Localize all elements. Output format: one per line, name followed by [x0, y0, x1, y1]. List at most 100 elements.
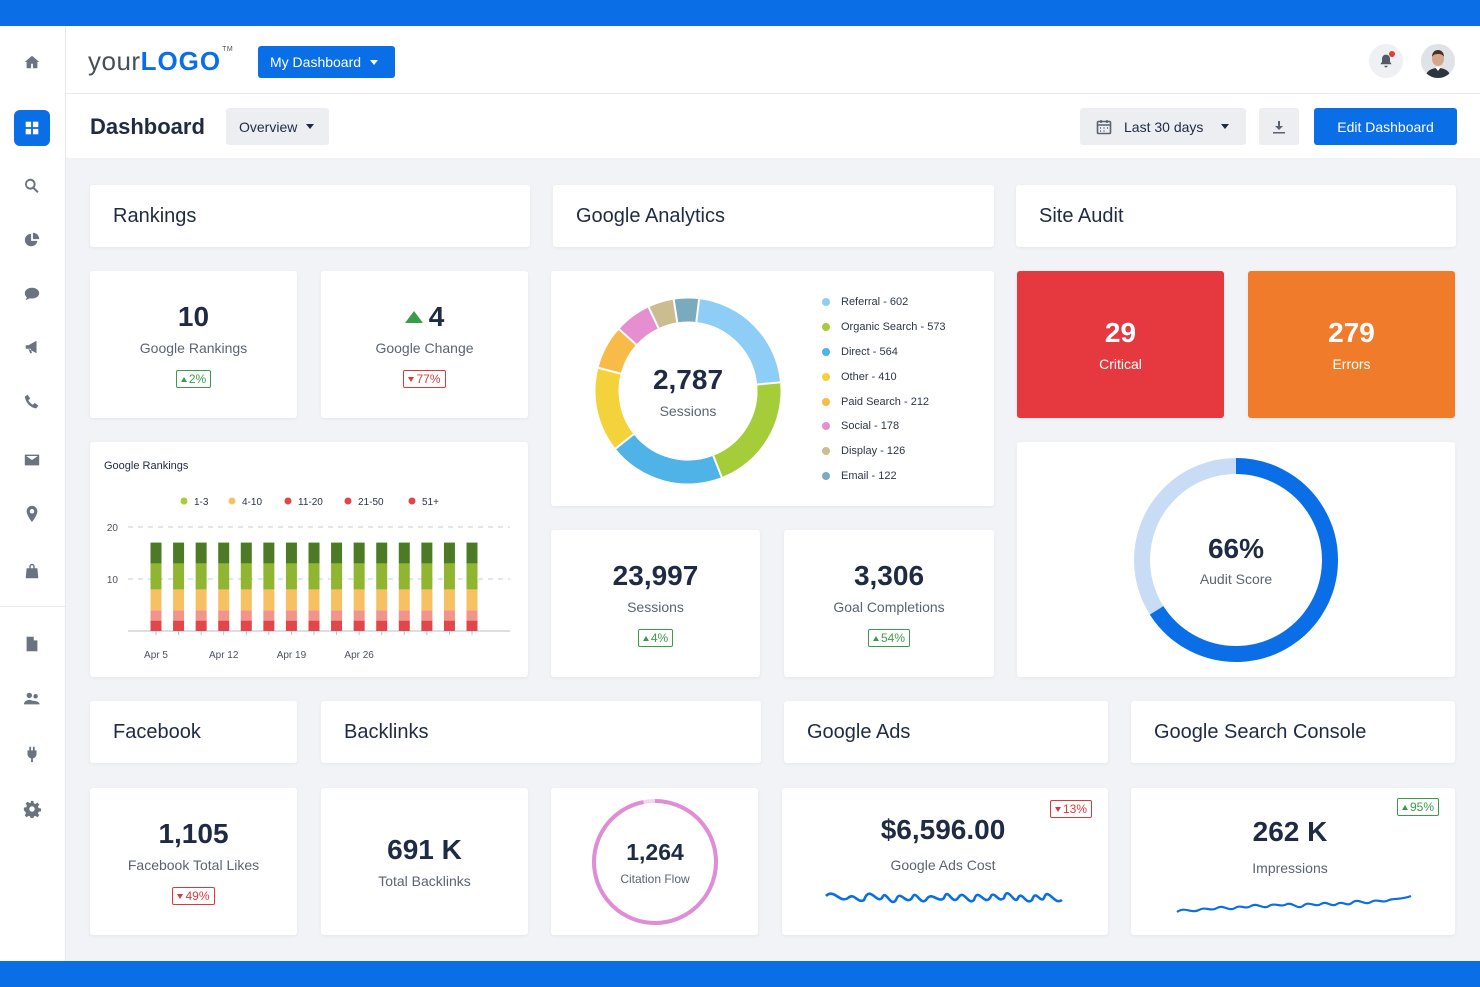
facebook-likes-label: Facebook Total Likes: [127, 857, 260, 873]
chat-icon[interactable]: [14, 276, 50, 312]
donut-slice: [619, 307, 659, 345]
my-dashboard-dropdown[interactable]: My Dashboard: [258, 46, 395, 78]
sessions-legend: Referral - 602 Organic Search - 573 Direct…: [822, 290, 946, 488]
donut-slice: [598, 329, 637, 375]
bar-segment: [421, 610, 433, 621]
brand-logo[interactable]: yourLOGOTM: [88, 46, 234, 76]
bar-segment: [331, 589, 343, 611]
bar-segment: [398, 610, 410, 621]
avatar[interactable]: [1421, 44, 1455, 78]
bar-segment: [240, 563, 252, 590]
legend-swatch: [180, 497, 188, 505]
google-ads-cost-value: $6,596.00: [880, 814, 1006, 845]
donut-label: Sessions: [659, 402, 717, 419]
slice-separator: [757, 381, 781, 386]
document-icon[interactable]: [14, 626, 50, 662]
sidebar: [0, 26, 66, 961]
change-badge: 77%: [403, 370, 446, 388]
shopping-bag-icon[interactable]: [14, 553, 50, 589]
pie-chart-icon[interactable]: [14, 222, 50, 258]
google-rankings-widget[interactable]: 10 Google Rankings 2%: [90, 271, 297, 418]
facebook-likes-widget[interactable]: 1,105 Facebook Total Likes 49%: [90, 788, 297, 935]
google-change-widget[interactable]: 4 Google Change 77%: [321, 271, 528, 418]
legend-swatch: [228, 497, 236, 505]
change-badge: 49%: [172, 887, 215, 905]
legend-label: Organic Search - 573: [841, 321, 946, 334]
errors-widget[interactable]: 279 Errors: [1248, 271, 1455, 418]
google-ads-cost-widget[interactable]: 13% $6,596.00 Google Ads Cost: [782, 788, 1108, 935]
dashboard-content: Rankings 10 Google Rankings 2% 4 Google …: [66, 158, 1480, 961]
bar-segment: [443, 589, 455, 611]
legend-label: Direct - 564: [841, 345, 898, 358]
bar-segment: [173, 610, 185, 621]
slice-separator: [598, 366, 621, 375]
bar-segment: [150, 589, 162, 611]
critical-widget[interactable]: 29 Critical: [1017, 271, 1224, 418]
bar-segment: [443, 542, 455, 564]
legend-item: Social - 178: [822, 414, 946, 439]
bar-segment: [263, 589, 275, 611]
sessions-widget[interactable]: 23,997 Sessions 4%: [551, 530, 760, 677]
impressions-widget[interactable]: 95% 262 K Impressions: [1131, 788, 1455, 935]
change-badge: 95%: [1396, 798, 1439, 816]
gear-icon[interactable]: [14, 791, 50, 827]
bar-segment: [353, 563, 365, 590]
google-ads-header: Google Ads: [784, 701, 1108, 763]
donut-slice: [695, 299, 781, 385]
bar-segment: [195, 589, 207, 611]
change-badge: 54%: [867, 629, 911, 647]
total-backlinks-label: Total Backlinks: [378, 873, 471, 889]
legend-label: 1-3: [194, 497, 209, 508]
bar-segment: [466, 620, 478, 631]
notifications-button[interactable]: [1369, 44, 1403, 78]
calendar-icon: [1096, 119, 1112, 134]
audit-score-value: 66%: [1207, 533, 1265, 564]
slice-separator: [695, 299, 701, 323]
x-tick-label: Apr 26: [344, 650, 374, 661]
goal-completions-widget[interactable]: 3,306 Goal Completions 54%: [784, 530, 994, 677]
dashboard-icon[interactable]: [14, 110, 50, 146]
bar-segment: [150, 542, 162, 564]
plug-icon[interactable]: [14, 736, 50, 772]
search-icon[interactable]: [14, 168, 50, 204]
megaphone-icon[interactable]: [14, 329, 50, 365]
google-change-label: Google Change: [375, 340, 474, 356]
legend-swatch: [344, 497, 352, 505]
x-tick-label: Apr 12: [209, 650, 239, 661]
phone-icon[interactable]: [14, 384, 50, 420]
legend-item: Direct - 564: [822, 340, 946, 365]
legend-label: Display - 126: [841, 445, 906, 458]
donut-slice: [615, 433, 722, 484]
citation-flow-widget[interactable]: 1,264 Citation Flow: [551, 788, 758, 935]
total-backlinks-widget[interactable]: 691 K Total Backlinks: [321, 788, 528, 935]
location-pin-icon[interactable]: [14, 496, 50, 532]
bar-segment: [443, 610, 455, 621]
home-icon[interactable]: [14, 44, 50, 80]
bar-segment: [308, 589, 320, 611]
donut-total: 2,787: [652, 363, 724, 395]
legend-item: Display - 126: [822, 439, 946, 464]
audit-score-widget[interactable]: 66% Audit Score: [1017, 442, 1455, 677]
users-icon[interactable]: [14, 681, 50, 717]
slice-separator: [647, 306, 660, 329]
date-range-dropdown[interactable]: Last 30 days: [1080, 108, 1246, 145]
google-rankings-chart-widget[interactable]: Google Rankings 1-3 4-10 11-20 21-50 51+ 10 20 A…: [90, 442, 528, 677]
edit-dashboard-button[interactable]: Edit Dashboard: [1314, 108, 1457, 145]
bar-segment: [331, 563, 343, 590]
bar-segment: [376, 620, 388, 631]
google-ads-sparkline: [825, 891, 1063, 904]
overview-dropdown[interactable]: Overview: [226, 108, 329, 145]
bar-segment: [240, 589, 252, 611]
chevron-down-icon: [1221, 124, 1230, 129]
bar-segment: [195, 610, 207, 621]
legend-swatch: [822, 397, 830, 406]
errors-value: 279: [1328, 317, 1375, 348]
top-accent-bar: [0, 0, 1480, 26]
mail-icon[interactable]: [14, 442, 50, 478]
bar-segment: [285, 589, 297, 611]
notification-dot: [1389, 51, 1395, 57]
google-ads-cost-label: Google Ads Cost: [890, 857, 996, 873]
sessions-donut-widget[interactable]: 2,787 Sessions Referral - 602 Organic Sea…: [551, 271, 994, 506]
download-button[interactable]: [1259, 108, 1299, 145]
legend-label: Social - 178: [841, 420, 900, 433]
